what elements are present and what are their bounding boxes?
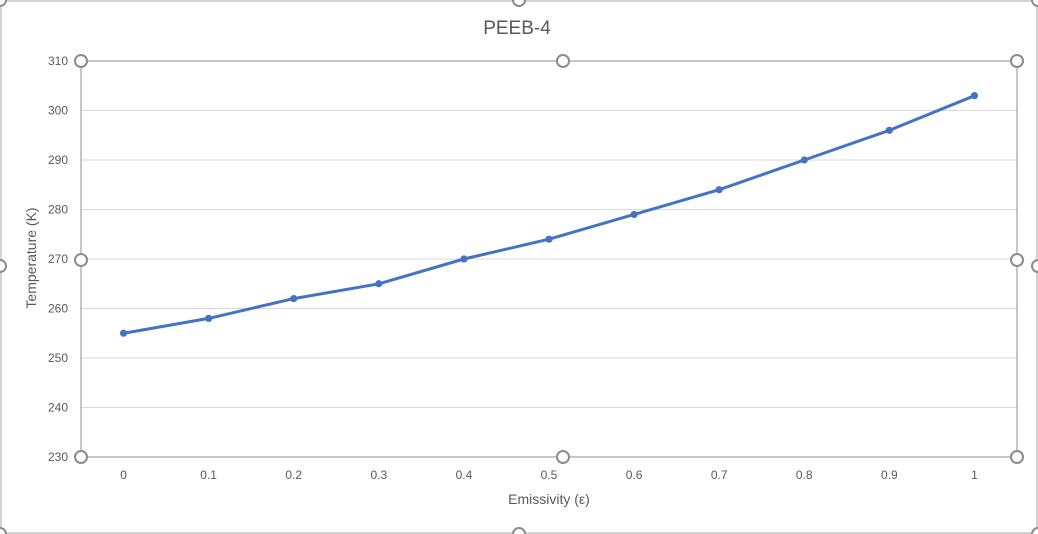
plot-area-handles[interactable] bbox=[74, 54, 1024, 464]
x-tick-label: 0.5 bbox=[541, 468, 558, 482]
y-tick-label: 280 bbox=[48, 203, 68, 217]
resize-handle[interactable] bbox=[74, 54, 88, 68]
series-temperature[interactable] bbox=[119, 92, 979, 337]
y-tick-label: 290 bbox=[48, 153, 68, 167]
x-tick-label: 0 bbox=[120, 468, 127, 482]
x-tick-label: 0.7 bbox=[711, 468, 728, 482]
y-tick-label: 300 bbox=[48, 104, 68, 118]
resize-handle[interactable] bbox=[512, 527, 526, 534]
data-point[interactable] bbox=[205, 314, 213, 322]
y-axis-tick-labels: 230 240 250 260 270 280 290 300 310 bbox=[48, 54, 68, 464]
resize-handle[interactable] bbox=[74, 450, 88, 464]
y-tick-label: 260 bbox=[48, 302, 68, 316]
x-tick-label: 0.3 bbox=[370, 468, 387, 482]
x-tick-label: 0.9 bbox=[881, 468, 898, 482]
y-tick-label: 240 bbox=[48, 401, 68, 415]
data-point[interactable] bbox=[545, 235, 553, 243]
y-tick-label: 270 bbox=[48, 252, 68, 266]
resize-handle[interactable] bbox=[556, 450, 570, 464]
resize-handle[interactable] bbox=[1010, 253, 1024, 267]
data-point[interactable] bbox=[715, 186, 723, 194]
resize-handle[interactable] bbox=[556, 54, 570, 68]
resize-handle[interactable] bbox=[74, 253, 88, 267]
y-tick-label: 310 bbox=[48, 54, 68, 68]
data-point[interactable] bbox=[119, 329, 128, 337]
y-axis-label: Temperature (K) bbox=[23, 207, 39, 308]
resize-handle[interactable] bbox=[1010, 54, 1024, 68]
resize-handle[interactable] bbox=[512, 0, 526, 7]
data-point[interactable] bbox=[630, 210, 638, 219]
resize-handle[interactable] bbox=[0, 259, 7, 273]
data-point[interactable] bbox=[970, 92, 979, 100]
data-point[interactable] bbox=[800, 156, 808, 164]
data-point[interactable] bbox=[375, 280, 383, 288]
x-tick-label: 0.8 bbox=[796, 468, 813, 482]
resize-handle[interactable] bbox=[1031, 527, 1038, 534]
y-tick-label: 230 bbox=[48, 450, 68, 464]
resize-handle[interactable] bbox=[0, 527, 7, 534]
x-tick-label: 1 bbox=[971, 468, 978, 482]
x-tick-label: 0.1 bbox=[200, 468, 217, 482]
chart-title: PEEB-4 bbox=[483, 18, 551, 39]
data-point[interactable] bbox=[460, 255, 468, 263]
resize-handle[interactable] bbox=[0, 0, 7, 7]
y-tick-label: 250 bbox=[48, 351, 68, 365]
x-tick-label: 0.6 bbox=[626, 468, 643, 482]
resize-handle[interactable] bbox=[1031, 259, 1038, 273]
x-axis-tick-labels: 0 0.1 0.2 0.3 0.4 0.5 0.6 0.7 0.8 0.9 1 bbox=[120, 468, 978, 482]
x-tick-label: 0.4 bbox=[456, 468, 473, 482]
resize-handle[interactable] bbox=[1010, 450, 1024, 464]
data-point[interactable] bbox=[885, 126, 893, 134]
x-axis-label: Emissivity (ε) bbox=[508, 491, 590, 507]
data-point[interactable] bbox=[290, 295, 298, 303]
x-tick-label: 0.2 bbox=[285, 468, 302, 482]
resize-handle[interactable] bbox=[1031, 0, 1038, 7]
